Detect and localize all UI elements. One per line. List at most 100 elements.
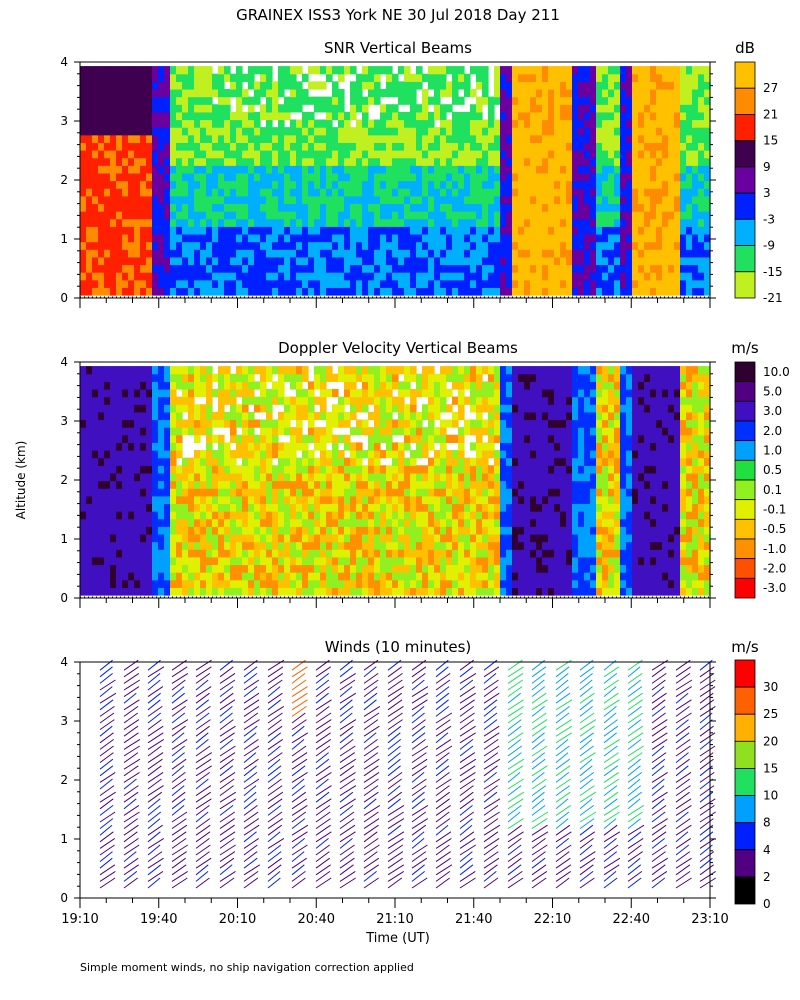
x-tick-label: 22:40 [613,912,650,927]
doppler-plot-area: 0 1 2 3 4 [60,355,716,608]
legend-swatch [734,420,756,442]
snr-plot-area: 0 1 2 3 4 [60,55,716,308]
legend-swatch [734,61,756,89]
legend-swatch [734,876,756,905]
legend-swatch [734,740,756,769]
legend-swatch [734,577,756,599]
legend-swatch [734,140,756,168]
legend-swatch [734,538,756,560]
y-tick-label: 3 [60,114,68,128]
y-tick-label: 0 [60,891,68,905]
x-axis-label: Time (UT) [365,931,430,946]
x-tick-label: 22:10 [534,912,571,927]
winds-unit: m/s [731,638,759,656]
x-tick-label: 21:40 [455,912,492,927]
legend-swatch [734,499,756,520]
legend-label: 8 [763,816,771,830]
legend-label: -1.0 [763,542,786,556]
legend-label: -15 [763,265,783,279]
legend-swatch [734,192,756,220]
legend-swatch [734,245,756,273]
y-tick-label: 4 [60,55,68,69]
legend-label: 3.0 [763,404,782,418]
legend-swatch [734,440,756,461]
y-tick-label: 2 [60,473,68,487]
legend-label: 21 [763,107,778,121]
legend-swatch [734,361,756,383]
legend-label: 2 [763,870,771,884]
legend-swatch [734,400,756,422]
legend-swatch [734,218,756,246]
legend-label: -0.1 [763,503,786,517]
snr-legend: 27 21 15 9 3 -3 -9 -15 -21 [734,61,783,305]
x-tick-label: 19:10 [61,912,98,927]
legend-label: 1.0 [763,444,782,458]
x-tick-label: 19:40 [140,912,177,927]
legend-label: -0.5 [763,522,786,536]
legend-label: 0.1 [763,483,782,497]
legend-swatch [734,686,756,715]
legend-swatch [734,768,756,796]
legend-label: 0.5 [763,463,782,477]
x-tick-label: 20:40 [298,912,335,927]
legend-swatch [734,849,756,878]
doppler-title: Doppler Velocity Vertical Beams [278,339,518,357]
legend-label: 9 [763,160,771,174]
legend-swatch [734,479,756,501]
legend-label: 3 [763,186,771,200]
y-tick-label: 4 [60,355,68,369]
legend-swatch [734,381,756,402]
y-tick-label: 1 [60,832,68,846]
winds-plot-area: 0 1 2 3 4 [60,655,717,908]
legend-label: -2.0 [763,562,786,576]
legend-label: 15 [763,761,778,775]
legend-label: -21 [763,291,783,305]
legend-swatch [734,518,756,540]
legend-swatch [734,87,756,115]
legend-label: -3 [763,212,775,226]
legend-swatch [734,459,756,481]
y-tick-label: 0 [60,591,68,605]
legend-label: 25 [763,707,778,721]
snr-panel: SNR Vertical Beams 0 1 2 3 4 27 21 15 9 3 -3 -9 -15… [60,39,783,308]
legend-label: 10 [763,789,778,803]
y-tick-label: 4 [60,655,68,669]
snr-unit: dB [735,39,755,57]
legend-swatch [734,271,756,299]
legend-swatch [734,822,756,851]
legend-label: 4 [763,843,771,857]
y-axis-label: Altitude (km) [14,441,28,520]
y-tick-label: 3 [60,414,68,428]
doppler-unit: m/s [731,339,759,357]
y-tick-label: 1 [60,532,68,546]
snr-title: SNR Vertical Beams [324,39,472,57]
legend-label: 2.0 [763,424,782,438]
legend-swatch [734,166,756,194]
footnote: Simple moment winds, no ship navigation … [80,961,414,974]
x-tick-label: 23:10 [691,912,728,927]
legend-swatch [734,558,756,579]
doppler-panel: Doppler Velocity Vertical Beams 0 1 2 3 4 10… [60,339,790,608]
y-tick-label: 0 [60,291,68,305]
legend-swatch [734,713,756,742]
legend-label: 27 [763,81,778,95]
figure-title: GRAINEX ISS3 York NE 30 Jul 2018 Day 211 [236,6,560,24]
doppler-legend: 10.0 5.0 3.0 2.0 1.0 0.5 0.1 -0.1 -0.5 -1.0 -2.0 -3… [734,361,790,599]
legend-label: 20 [763,734,778,748]
time-axis-labels: 19:10 19:40 20:10 20:40 21:10 21:40 22:10 22:40… [61,912,728,927]
x-tick-label: 21:10 [376,912,413,927]
winds-title: Winds (10 minutes) [325,638,472,656]
y-tick-label: 3 [60,714,68,728]
legend-label: 15 [763,134,778,148]
y-tick-label: 2 [60,773,68,787]
legend-label: -3.0 [763,581,786,595]
legend-label: -9 [763,239,775,253]
x-tick-label: 20:10 [219,912,256,927]
legend-label: 10.0 [763,365,790,379]
legend-label: 0 [763,897,771,911]
y-tick-label: 2 [60,173,68,187]
legend-swatch [734,114,756,142]
